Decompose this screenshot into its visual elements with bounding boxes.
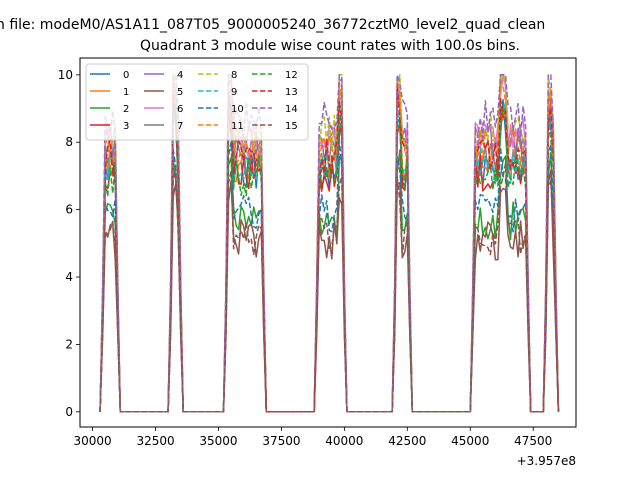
x-tick-label: 45000 (451, 434, 489, 448)
legend-label-5: 5 (177, 87, 183, 98)
legend-label-9: 9 (231, 87, 237, 98)
legend-label-6: 6 (177, 104, 183, 115)
x-tick-label: 35000 (199, 434, 237, 448)
y-axis-ticks: 0 2 4 6 8 10 (58, 68, 80, 419)
series-line-8 (99, 74, 560, 413)
legend-label-12: 12 (285, 70, 298, 81)
suptitle: n file: modeM0/AS1A11_087T05_9000005240_… (0, 17, 545, 33)
x-tick-label: 47500 (514, 434, 552, 448)
legend-label-8: 8 (231, 70, 237, 81)
y-tick-label: 8 (65, 135, 73, 149)
x-offset-label: +3.957e8 (517, 454, 576, 468)
x-tick-label: 30000 (73, 434, 111, 448)
legend-label-2: 2 (123, 104, 129, 115)
y-tick-label: 0 (65, 405, 73, 419)
series-line-15 (99, 162, 560, 413)
legend-label-13: 13 (285, 87, 298, 98)
chart-title: Quadrant 3 module wise count rates with … (140, 38, 520, 54)
legend-label-15: 15 (285, 121, 298, 132)
y-tick-label: 2 (65, 337, 73, 351)
y-tick-label: 10 (58, 68, 73, 82)
x-tick-label: 40000 (325, 434, 363, 448)
x-tick-label: 42500 (388, 434, 426, 448)
legend-label-3: 3 (123, 121, 129, 132)
series-line-10 (99, 139, 560, 413)
plot-frame (79, 57, 577, 428)
series-line-11 (99, 78, 560, 413)
legend-label-0: 0 (123, 70, 129, 81)
y-tick-label: 6 (65, 203, 73, 217)
series-line-13 (99, 85, 560, 413)
legend-label-1: 1 (123, 87, 129, 98)
legend-label-11: 11 (231, 121, 244, 132)
legend-frame (85, 63, 309, 141)
legend-label-14: 14 (285, 104, 298, 115)
x-tick-label: 32500 (136, 434, 174, 448)
y-tick-label: 4 (65, 270, 73, 284)
x-tick-label: 37500 (262, 434, 300, 448)
legend-label-7: 7 (177, 121, 183, 132)
legend-label-4: 4 (177, 70, 183, 81)
x-axis-ticks: 30000 32500 35000 37500 40000 42500 45000 47500 (73, 427, 552, 448)
legend-label-10: 10 (231, 104, 244, 115)
